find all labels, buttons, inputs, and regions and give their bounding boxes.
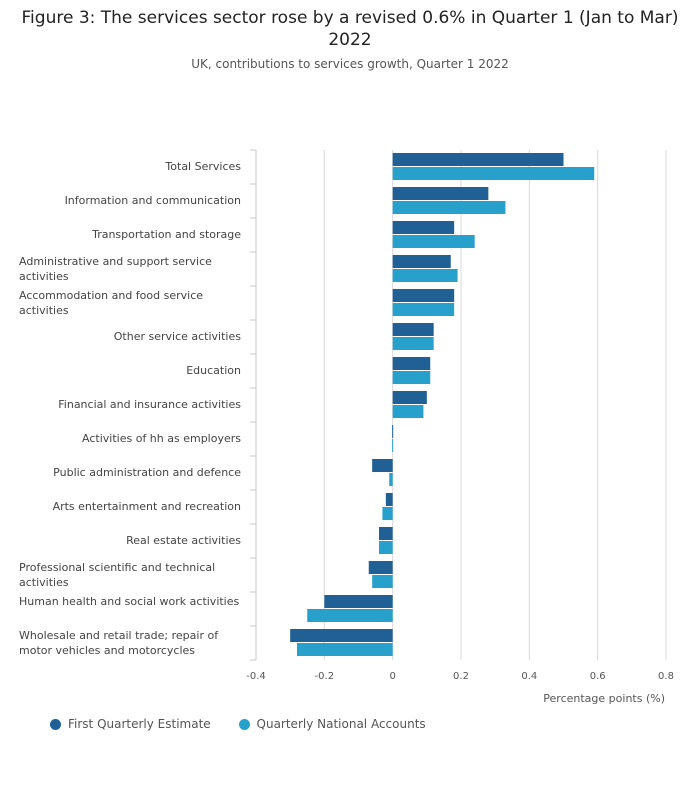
bar-first-quarterly-estimate bbox=[324, 595, 393, 608]
bar-quarterly-national-accounts bbox=[372, 575, 393, 588]
bar-quarterly-national-accounts bbox=[379, 541, 393, 554]
legend-label: Quarterly National Accounts bbox=[256, 717, 426, 731]
bar-first-quarterly-estimate bbox=[392, 357, 431, 370]
bar-first-quarterly-estimate bbox=[372, 459, 393, 472]
category-label: Administrative and support service activ… bbox=[19, 255, 212, 283]
category-label: Arts entertainment and recreation bbox=[52, 500, 241, 513]
legend-item-first-quarterly-estimate[interactable]: First Quarterly Estimate bbox=[50, 717, 211, 731]
bar-quarterly-national-accounts bbox=[392, 235, 475, 248]
bar-quarterly-national-accounts bbox=[392, 167, 595, 180]
bar-quarterly-national-accounts bbox=[307, 609, 393, 622]
bar-quarterly-national-accounts bbox=[392, 269, 458, 282]
category-label: Professional scientific and technical ac… bbox=[19, 561, 216, 589]
bar-quarterly-national-accounts bbox=[382, 507, 393, 520]
bar-quarterly-national-accounts bbox=[392, 337, 434, 350]
bar-first-quarterly-estimate bbox=[290, 629, 393, 642]
chart-subtitle: UK, contributions to services growth, Qu… bbox=[191, 57, 509, 71]
category-label: Real estate activities bbox=[126, 534, 241, 547]
bar-quarterly-national-accounts bbox=[389, 473, 393, 486]
category-label: Accommodation and food service activitie… bbox=[19, 289, 204, 317]
legend-item-quarterly-national-accounts[interactable]: Quarterly National Accounts bbox=[238, 717, 426, 731]
legend-marker-icon bbox=[50, 718, 61, 730]
category-label: Information and communication bbox=[64, 194, 241, 207]
bar-first-quarterly-estimate bbox=[368, 561, 393, 574]
legend-label: First Quarterly Estimate bbox=[68, 717, 211, 731]
category-label: Wholesale and retail trade; repair of mo… bbox=[19, 629, 219, 657]
x-tick-label: 0.4 bbox=[521, 671, 537, 682]
x-tick-label: 0 bbox=[389, 671, 395, 682]
bar-first-quarterly-estimate bbox=[392, 187, 489, 200]
category-label: Other service activities bbox=[113, 330, 241, 343]
bar-quarterly-national-accounts bbox=[392, 439, 394, 452]
category-label: Public administration and defence bbox=[53, 466, 241, 479]
bar-first-quarterly-estimate bbox=[385, 493, 393, 506]
x-tick-label: 0.2 bbox=[453, 671, 469, 682]
category-label: Total Services bbox=[165, 160, 241, 173]
category-label: Transportation and storage bbox=[92, 228, 241, 241]
x-axis-title: Percentage points (%) bbox=[543, 692, 665, 705]
bar-quarterly-national-accounts bbox=[392, 303, 455, 316]
x-tick-label: 0.8 bbox=[658, 671, 674, 682]
bar-first-quarterly-estimate bbox=[392, 289, 455, 302]
bar-quarterly-national-accounts bbox=[392, 405, 424, 418]
bar-first-quarterly-estimate bbox=[392, 391, 427, 404]
x-tick-label: -0.4 bbox=[246, 671, 266, 682]
bar-quarterly-national-accounts bbox=[297, 643, 393, 656]
category-label: Human health and social work activities bbox=[19, 595, 240, 608]
bar-quarterly-national-accounts bbox=[392, 201, 506, 214]
bar-first-quarterly-estimate bbox=[379, 527, 393, 540]
bar-first-quarterly-estimate bbox=[392, 425, 394, 438]
bar-quarterly-national-accounts bbox=[392, 371, 431, 384]
legend: First Quarterly Estimate Quarterly Natio… bbox=[50, 717, 450, 733]
bar-first-quarterly-estimate bbox=[392, 255, 451, 268]
chart-title: Figure 3: The services sector rose by a … bbox=[21, 8, 679, 50]
category-label: Financial and insurance activities bbox=[58, 398, 241, 411]
legend-marker-icon bbox=[238, 718, 250, 730]
category-label: Education bbox=[186, 364, 241, 377]
x-tick-label: -0.2 bbox=[315, 671, 335, 682]
bar-first-quarterly-estimate bbox=[392, 323, 434, 336]
bar-first-quarterly-estimate bbox=[392, 221, 455, 234]
x-tick-label: 0.6 bbox=[590, 671, 606, 682]
category-label: Activities of hh as employers bbox=[82, 432, 241, 445]
bar-first-quarterly-estimate bbox=[392, 153, 564, 166]
